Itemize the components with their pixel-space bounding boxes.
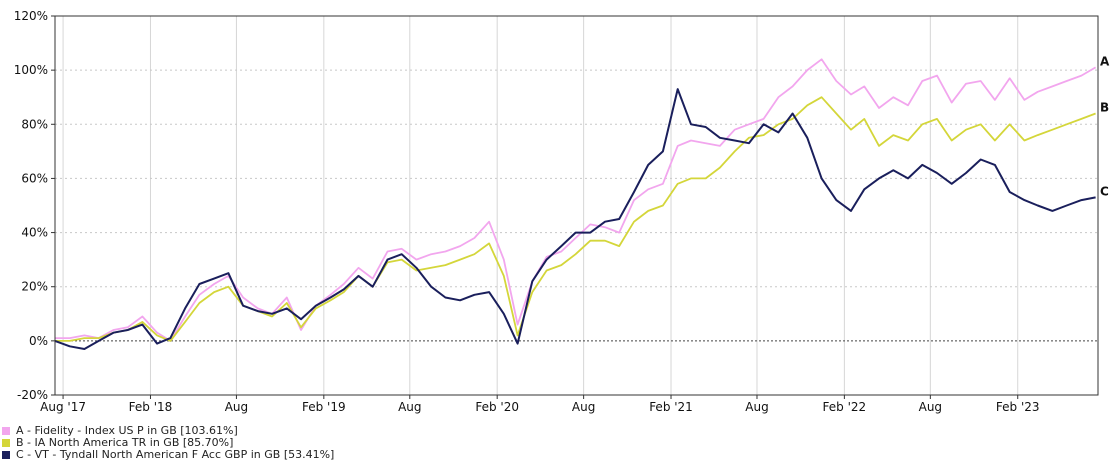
y-tick-label: 100%: [14, 63, 48, 77]
legend-label-b: B - IA North America TR in GB [85.70%]: [16, 436, 234, 449]
legend-item-c: C - VT - Tyndall North American F Acc GB…: [2, 449, 334, 461]
legend-item-a: A - Fidelity - Index US P in GB [103.61%…: [2, 425, 334, 437]
legend-item-b: B - IA North America TR in GB [85.70%]: [2, 437, 334, 449]
end-labels: A B C: [1100, 54, 1110, 198]
y-tick-label: 40%: [21, 226, 48, 240]
series-end-label-b: B: [1100, 100, 1109, 114]
x-tick-label: Aug: [572, 400, 595, 414]
legend: A - Fidelity - Index US P in GB [103.61%…: [2, 425, 334, 461]
x-tick-label: Feb '23: [996, 400, 1040, 414]
y-tick-label: -20%: [17, 388, 48, 402]
series-lines: [54, 58, 1097, 350]
x-tick-label: Aug: [919, 400, 942, 414]
x-tick-label: Aug: [225, 400, 248, 414]
axes: Aug '17 Feb '18 Aug Feb '19 Aug Feb '20 Aug Feb…: [14, 9, 1099, 414]
legend-swatch-a: [2, 427, 10, 435]
x-tick-label: Feb '20: [475, 400, 519, 414]
legend-label-c: C - VT - Tyndall North American F Acc GB…: [16, 448, 335, 461]
plot-frame: [54, 15, 1099, 396]
legend-swatch-c: [2, 451, 10, 459]
series-line-c: [54, 88, 1096, 350]
series-line-b: [55, 96, 1096, 342]
x-tick-label: Feb '22: [823, 400, 867, 414]
performance-line-chart: Aug '17 Feb '18 Aug Feb '19 Aug Feb '20 Aug Feb…: [14, 9, 1110, 414]
y-tick-label: 20%: [21, 280, 48, 294]
x-tick-label: Feb '21: [649, 400, 693, 414]
series-line-a: [55, 58, 1097, 342]
x-tick-label: Aug: [745, 400, 768, 414]
y-tick-label: 0%: [29, 334, 48, 348]
series-end-label-c: C: [1100, 184, 1109, 198]
x-tick-label: Aug: [398, 400, 421, 414]
legend-swatch-b: [2, 439, 10, 447]
legend-label-a: A - Fidelity - Index US P in GB [103.61%…: [16, 424, 238, 437]
x-tick-label: Feb '19: [302, 400, 346, 414]
x-tick-label: Aug '17: [40, 400, 86, 414]
x-tick-label: Feb '18: [129, 400, 173, 414]
y-tick-label: 80%: [21, 117, 48, 131]
y-tick-label: 120%: [14, 9, 48, 23]
y-tick-label: 60%: [21, 171, 48, 185]
series-end-label-a: A: [1100, 54, 1110, 68]
grid-lines: [55, 16, 1098, 395]
